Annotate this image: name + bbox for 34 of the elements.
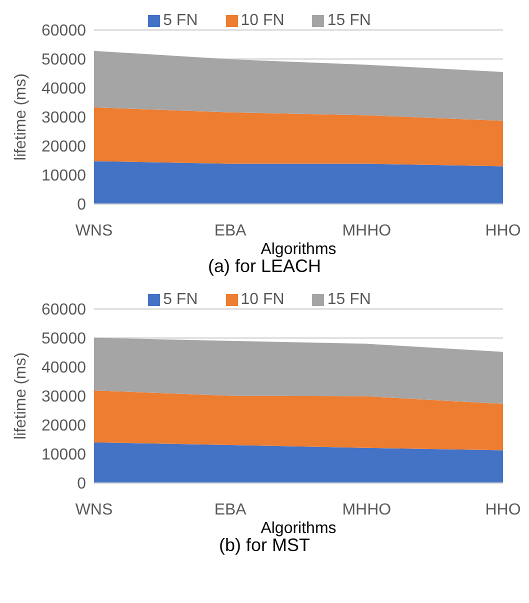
legend-label: 5 FN — [163, 12, 198, 30]
x-tick-label: MHHO — [342, 222, 392, 240]
y-tick-label: 40000 — [42, 80, 86, 98]
legend-label: 15 FN — [327, 291, 371, 309]
x-axis-title: Algorithms — [260, 520, 336, 537]
y-tick-label: 50000 — [42, 330, 86, 348]
x-tick-label: WNS — [75, 222, 113, 240]
legend-label: 10 FN — [240, 12, 284, 30]
y-tick-label: 20000 — [42, 418, 86, 435]
text: (a) for LEACH — [206, 256, 322, 277]
y-tick-label: 40000 — [42, 360, 86, 377]
legend-label: 15 FN — [327, 12, 371, 30]
legend-label: 5 FN — [163, 291, 198, 309]
y-axis-title: lifetime (ms) — [12, 352, 30, 440]
y-tick-label: 30000 — [42, 110, 86, 127]
y-tick-label: 50000 — [42, 52, 86, 69]
x-axis-title: Algorithms — [260, 241, 336, 258]
x-tick-label: HHO — [485, 501, 521, 518]
y-tick-label: 60000 — [42, 22, 86, 40]
x-tick-label: WNS — [75, 501, 113, 518]
y-tick-label: 10000 — [42, 446, 86, 464]
legend-label: 10 FN — [240, 291, 284, 309]
y-tick-label: 20000 — [42, 138, 86, 156]
y-tick-label: 30000 — [42, 388, 86, 406]
x-tick-label: MHHO — [342, 501, 392, 518]
x-tick-label: EBA — [214, 501, 247, 518]
text: (b) for MST — [218, 535, 310, 556]
x-tick-label: EBA — [214, 222, 247, 240]
y-tick-label: 10000 — [42, 168, 86, 185]
y-tick-label: 60000 — [42, 302, 86, 319]
y-axis-title: lifetime (ms) — [12, 73, 30, 161]
y-tick-label: 0 — [77, 476, 86, 493]
y-tick-label: 0 — [77, 196, 86, 214]
x-tick-label: HHO — [485, 222, 521, 240]
